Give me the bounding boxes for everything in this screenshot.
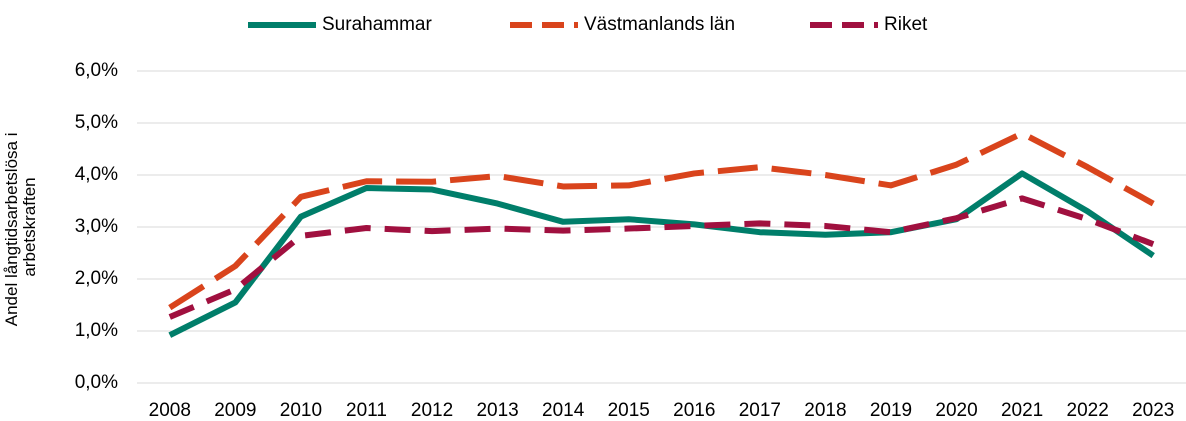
x-tick-label: 2013: [476, 400, 518, 421]
y-tick-label: 4,0%: [75, 164, 118, 185]
y-axis-label: Andel långtidsarbetslösa i arbetskraften: [2, 128, 39, 326]
y-axis-label-line: Andel långtidsarbetslösa i: [2, 133, 21, 327]
legend-label: Surahammar: [322, 14, 432, 35]
y-tick-label: 6,0%: [75, 60, 118, 81]
x-tick-label: 2020: [935, 400, 977, 421]
x-tick-label: 2012: [411, 400, 453, 421]
series-line: [168, 170, 1155, 338]
y-tick-label: 5,0%: [75, 112, 118, 133]
x-tick-label: 2011: [346, 400, 387, 421]
x-tick-label: 2017: [739, 400, 781, 421]
y-tick-label: 2,0%: [75, 268, 118, 289]
legend-label: Riket: [884, 14, 928, 35]
legend-label: Västmanlands län: [584, 14, 735, 35]
x-tick-label: 2022: [1067, 400, 1109, 421]
x-tick-label: 2019: [870, 400, 912, 421]
x-tick-label: 2009: [214, 400, 256, 421]
x-tick-label: 2021: [1001, 400, 1043, 421]
y-tick-label: 0,0%: [75, 372, 118, 393]
series-line: [168, 130, 1155, 311]
x-tick-label: 2023: [1132, 400, 1174, 421]
y-axis-label-line: arbetskraften: [20, 177, 39, 276]
y-tick-label: 3,0%: [75, 216, 118, 237]
series-line: [168, 195, 1155, 320]
x-tick-label: 2008: [149, 400, 191, 421]
x-tick-label: 2016: [673, 400, 715, 421]
y-tick-label: 1,0%: [75, 320, 118, 341]
x-tick-label: 2014: [542, 400, 585, 421]
x-tick-label: 2010: [280, 400, 322, 421]
x-tick-label: 2018: [804, 400, 846, 421]
x-tick-label: 2015: [608, 400, 650, 421]
